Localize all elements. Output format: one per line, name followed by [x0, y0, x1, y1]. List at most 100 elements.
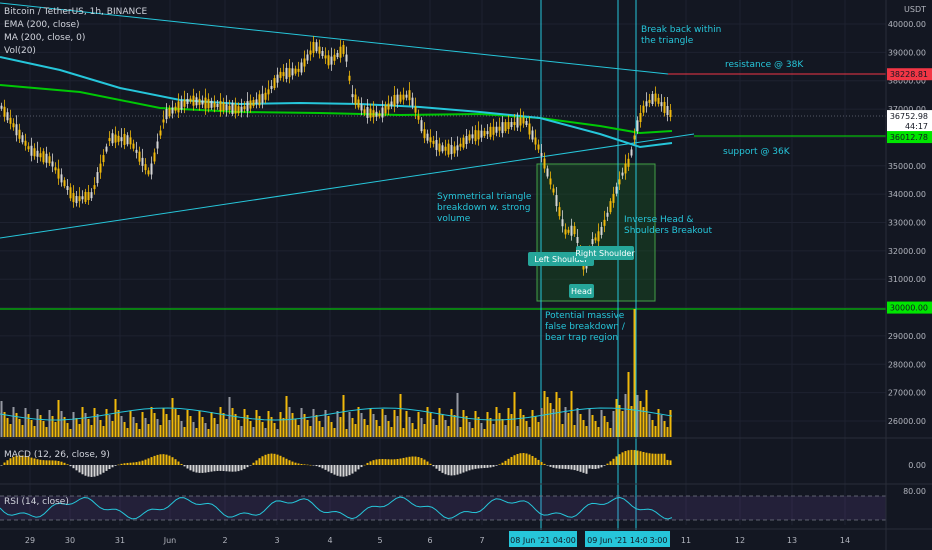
volume-bar	[111, 421, 114, 437]
price-candle	[204, 97, 207, 109]
legend-symbol[interactable]: Bitcoin / TetherUS, 1h, BINANCE	[4, 7, 148, 17]
macd-bar	[486, 465, 489, 468]
volume-bar	[228, 397, 231, 437]
price-candle	[144, 164, 147, 171]
volume-bar	[360, 413, 363, 437]
volume-bar	[84, 413, 87, 437]
volume-bar	[366, 425, 369, 437]
macd-bar	[309, 464, 312, 466]
price-candle	[378, 113, 381, 117]
legend-ema[interactable]: EMA (200, close)	[4, 20, 80, 30]
macd-bar	[237, 465, 240, 472]
macd-bar	[501, 462, 504, 465]
price-candle	[624, 163, 627, 174]
macd-bar	[423, 459, 426, 465]
macd-bar	[45, 460, 48, 465]
macd-bar	[36, 459, 39, 465]
volume-bar	[504, 425, 507, 437]
macd-bar	[312, 465, 315, 466]
price-candle	[15, 124, 18, 136]
volume-bar	[363, 419, 366, 437]
price-candle	[525, 121, 528, 125]
price-candle	[237, 106, 240, 114]
macd-bar	[84, 465, 87, 476]
macd-bar	[147, 458, 150, 465]
chart-legend: Bitcoin / TetherUS, 1h, BINANCE EMA (200…	[4, 6, 147, 58]
volume-bar	[600, 410, 603, 437]
pattern-label-box	[569, 284, 594, 298]
price-candle	[561, 219, 564, 227]
price-candle	[54, 167, 57, 171]
price-candle	[258, 94, 261, 106]
macd-bar	[558, 465, 561, 469]
volume-bar	[441, 414, 444, 437]
price-candle	[486, 131, 489, 135]
macd-bar	[285, 458, 288, 465]
macd-bar	[318, 465, 321, 468]
volume-bar	[264, 428, 267, 437]
price-candle	[669, 110, 672, 117]
price-candle	[543, 158, 546, 169]
price-candle	[216, 104, 219, 107]
legend-vol[interactable]: Vol(20)	[4, 46, 36, 56]
macd-bar	[462, 465, 465, 473]
legend-ma[interactable]: MA (200, close, 0)	[4, 33, 86, 43]
volume-bar	[276, 429, 279, 437]
macd-bar	[624, 451, 627, 465]
price-label-subtext: 44:17	[905, 122, 928, 131]
macd-bar	[666, 459, 669, 465]
pattern-label-text: Head	[571, 287, 592, 296]
volume-bar	[537, 422, 540, 437]
macd-bar	[564, 465, 567, 469]
volume-bar	[390, 427, 393, 437]
volume-bar	[99, 420, 102, 437]
volume-bar	[552, 409, 555, 437]
price-candle	[444, 146, 447, 151]
macd-bar	[381, 459, 384, 465]
price-candle	[87, 192, 90, 201]
price-candle	[84, 191, 87, 202]
price-candle	[483, 130, 486, 136]
volume-bar	[243, 409, 246, 437]
macd-bar	[99, 465, 102, 475]
volume-bar	[279, 412, 282, 437]
macd-bar	[174, 459, 177, 465]
volume-bar	[30, 420, 33, 437]
volume-bar	[462, 410, 465, 437]
price-candle	[267, 89, 270, 95]
macd-bar	[384, 459, 387, 465]
price-candle	[606, 212, 609, 217]
price-candle	[261, 93, 264, 103]
volume-bar	[549, 403, 552, 437]
volume-bar	[207, 429, 210, 437]
price-candle	[33, 148, 36, 157]
macd-bar	[543, 463, 546, 465]
volume-bar	[513, 392, 516, 437]
price-candle	[210, 100, 213, 108]
price-candle	[507, 122, 510, 130]
price-candle	[36, 150, 39, 157]
price-label-box	[887, 131, 932, 144]
macd-bar	[114, 465, 117, 466]
price-candle	[417, 115, 420, 120]
price-candle	[153, 152, 156, 162]
macd-bar	[183, 465, 186, 467]
volume-bar	[633, 309, 636, 437]
price-candle	[243, 106, 246, 110]
pattern-label-box	[576, 246, 634, 260]
price-candle	[132, 143, 135, 149]
volume-bar	[468, 422, 471, 437]
macd-bar	[465, 465, 468, 472]
macd-bar	[156, 454, 159, 465]
price-candle	[666, 106, 669, 115]
macd-bar	[615, 456, 618, 465]
macd-bar	[528, 454, 531, 465]
macd-bar	[588, 465, 591, 469]
price-candle	[630, 149, 633, 156]
volume-bar	[612, 411, 615, 437]
volume-bar	[309, 426, 312, 437]
price-candle	[573, 226, 576, 235]
volume-bar	[81, 407, 84, 437]
volume-bar	[126, 428, 129, 437]
